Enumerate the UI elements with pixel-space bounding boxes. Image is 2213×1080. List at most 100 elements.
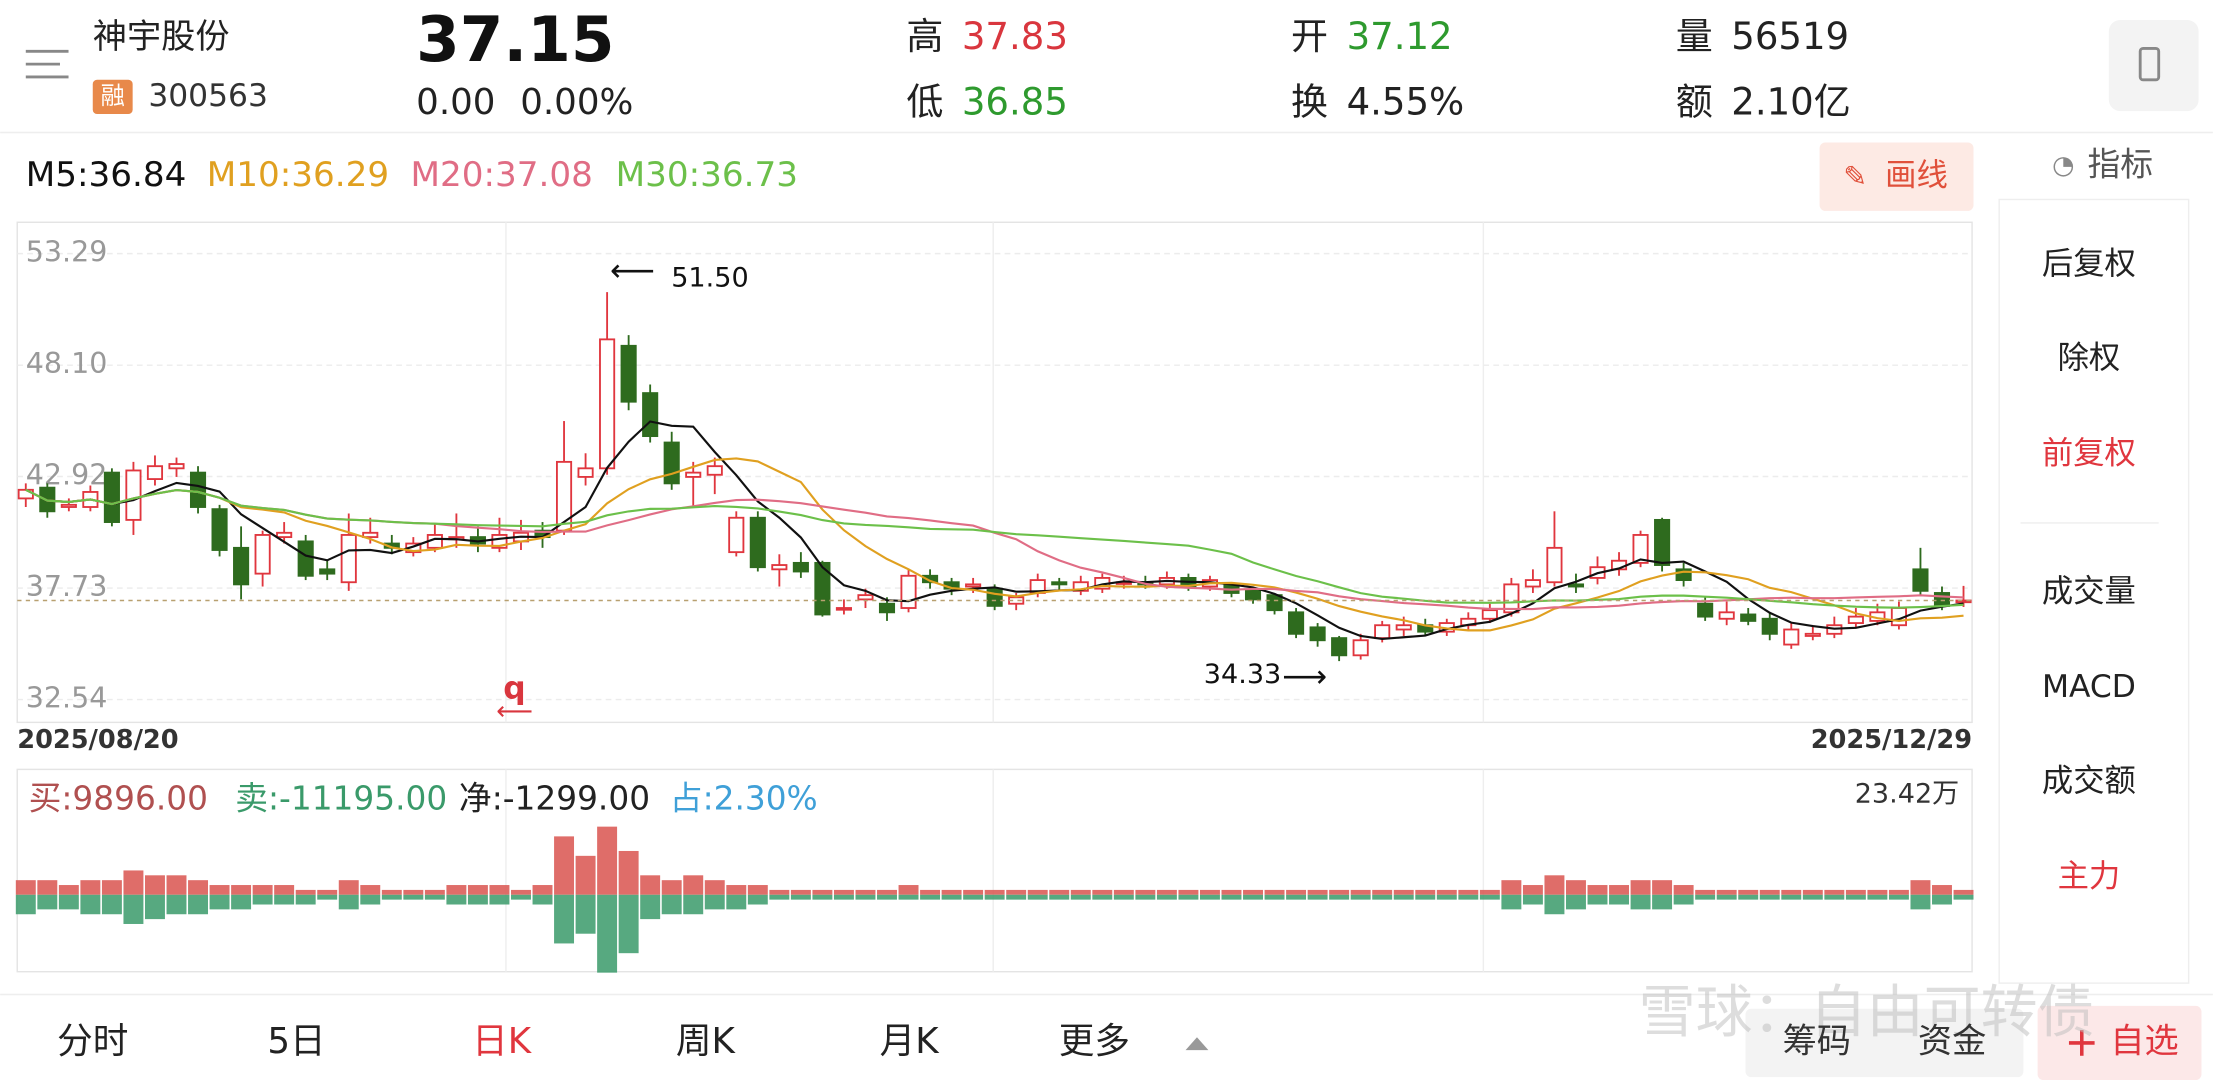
outflow-bar — [726, 894, 747, 910]
inflow-bar — [1393, 889, 1414, 895]
inflow-bar — [1759, 889, 1780, 895]
inflow-bar — [1867, 889, 1888, 895]
flow-panel — [16, 768, 1973, 973]
inflow-bar — [1479, 889, 1500, 895]
event-arrow: ⟵ — [496, 696, 533, 726]
outflow-bar — [1609, 894, 1630, 905]
candle-body — [1331, 637, 1348, 657]
outflow-bar — [877, 894, 897, 900]
tab[interactable]: 5日 — [267, 1021, 325, 1062]
candle-body — [792, 561, 809, 573]
inflow-bar — [1630, 880, 1651, 895]
candle-body — [1244, 589, 1262, 601]
outflow-bar — [1307, 894, 1328, 900]
outflow-bar — [511, 894, 531, 900]
action-button[interactable]: 资金 — [1918, 1021, 1986, 1061]
inflow-bar — [1824, 889, 1845, 895]
action-bg — [1745, 1008, 2024, 1078]
flow-label: 净:-1299.00 — [459, 780, 650, 818]
price: 37.15 — [416, 3, 614, 76]
outflow-bar — [424, 894, 445, 900]
outflow-bar — [1006, 894, 1027, 900]
sidebar-item[interactable]: 除权 — [2058, 340, 2121, 376]
tab[interactable]: 周K — [676, 1021, 737, 1062]
ma-line — [25, 457, 1964, 632]
outflow-bar — [37, 894, 58, 910]
outflow-bar — [1565, 894, 1586, 910]
sidebar-item[interactable]: 成交额 — [2042, 763, 2136, 799]
stat-value: 36.85 — [962, 81, 1068, 124]
candle-body — [663, 441, 680, 485]
stat-value: 37.83 — [962, 15, 1068, 58]
candle-body — [1697, 602, 1714, 618]
outflow-bar — [747, 894, 768, 905]
candle-body — [189, 471, 207, 508]
candle-body — [1352, 639, 1369, 657]
inflow-bar — [1027, 889, 1048, 895]
inflow-bar — [1006, 889, 1027, 895]
candle-body — [965, 583, 982, 588]
candle-body — [168, 463, 185, 470]
sidebar-item[interactable]: MACD — [2042, 669, 2136, 705]
inflow-bar — [489, 885, 510, 895]
watch-button[interactable] — [2037, 1005, 2202, 1080]
sidebar-item[interactable]: 成交量 — [2042, 574, 2136, 610]
y-tick-label: 53.29 — [26, 236, 108, 269]
sidebar-item[interactable]: 后复权 — [2042, 246, 2136, 282]
event-label: q — [503, 671, 525, 707]
ma-legend: M30:36.73 — [616, 155, 798, 195]
inflow-bar — [144, 875, 165, 895]
inflow-bar — [1436, 889, 1457, 895]
outflow-bar — [1673, 894, 1694, 905]
outflow-bar — [381, 894, 402, 900]
x-date-label: 2025/08/20 — [17, 725, 178, 755]
candle-body — [103, 471, 120, 523]
draw-button[interactable] — [1819, 142, 1974, 211]
outflow-bar — [1049, 894, 1070, 900]
sidebar-item[interactable]: 主力 — [2058, 859, 2121, 895]
candle-body — [319, 568, 336, 575]
candle-body — [749, 516, 766, 569]
candle-body — [1912, 568, 1929, 592]
tab[interactable]: 月K — [880, 1021, 941, 1062]
menu-icon[interactable] — [25, 49, 69, 79]
candle-body — [254, 534, 271, 575]
plus-icon — [2068, 1030, 2095, 1056]
stat-value: 2.10亿 — [1731, 81, 1850, 124]
tab[interactable]: 日K — [472, 1021, 533, 1062]
draw-button-label[interactable]: 画线 — [1885, 158, 1948, 194]
change: 0.00 — [416, 82, 495, 123]
outflow-bar — [166, 894, 187, 915]
inflow-bar — [511, 889, 531, 895]
inflow-bar — [1781, 889, 1802, 895]
outflow-bar — [1932, 894, 1952, 905]
sidebar-item[interactable]: 前复权 — [2042, 436, 2136, 472]
outflow-bar — [1587, 894, 1608, 905]
outflow-bar — [661, 894, 682, 915]
inflow-bar — [1845, 889, 1866, 895]
outflow-bar — [554, 894, 575, 944]
tab[interactable]: 更多 — [1059, 1021, 1130, 1062]
inflow-bar — [166, 875, 187, 895]
device-button[interactable] — [2108, 19, 2199, 112]
outflow-bar — [704, 894, 725, 910]
outflow-bar — [188, 894, 209, 915]
action-button[interactable]: 自选 — [2110, 1021, 2178, 1061]
outflow-bar — [833, 894, 854, 900]
change-pct: 0.00% — [520, 82, 633, 123]
tab[interactable]: 分时 — [57, 1021, 128, 1062]
inflow-bar — [1587, 885, 1608, 895]
inflow-bar — [101, 880, 122, 895]
candle-body — [1632, 534, 1649, 564]
device-icon — [2138, 47, 2161, 82]
ma-legend: M5:36.84 — [26, 155, 187, 195]
inflow-bar — [1932, 885, 1952, 895]
action-button[interactable]: 筹码 — [1783, 1021, 1851, 1061]
candle-body — [297, 540, 314, 577]
inflow-bar — [123, 870, 144, 895]
outflow-bar — [1738, 894, 1759, 900]
inflow-bar — [704, 880, 725, 895]
outflow-bar — [317, 894, 338, 900]
inflow-bar — [1738, 889, 1759, 895]
